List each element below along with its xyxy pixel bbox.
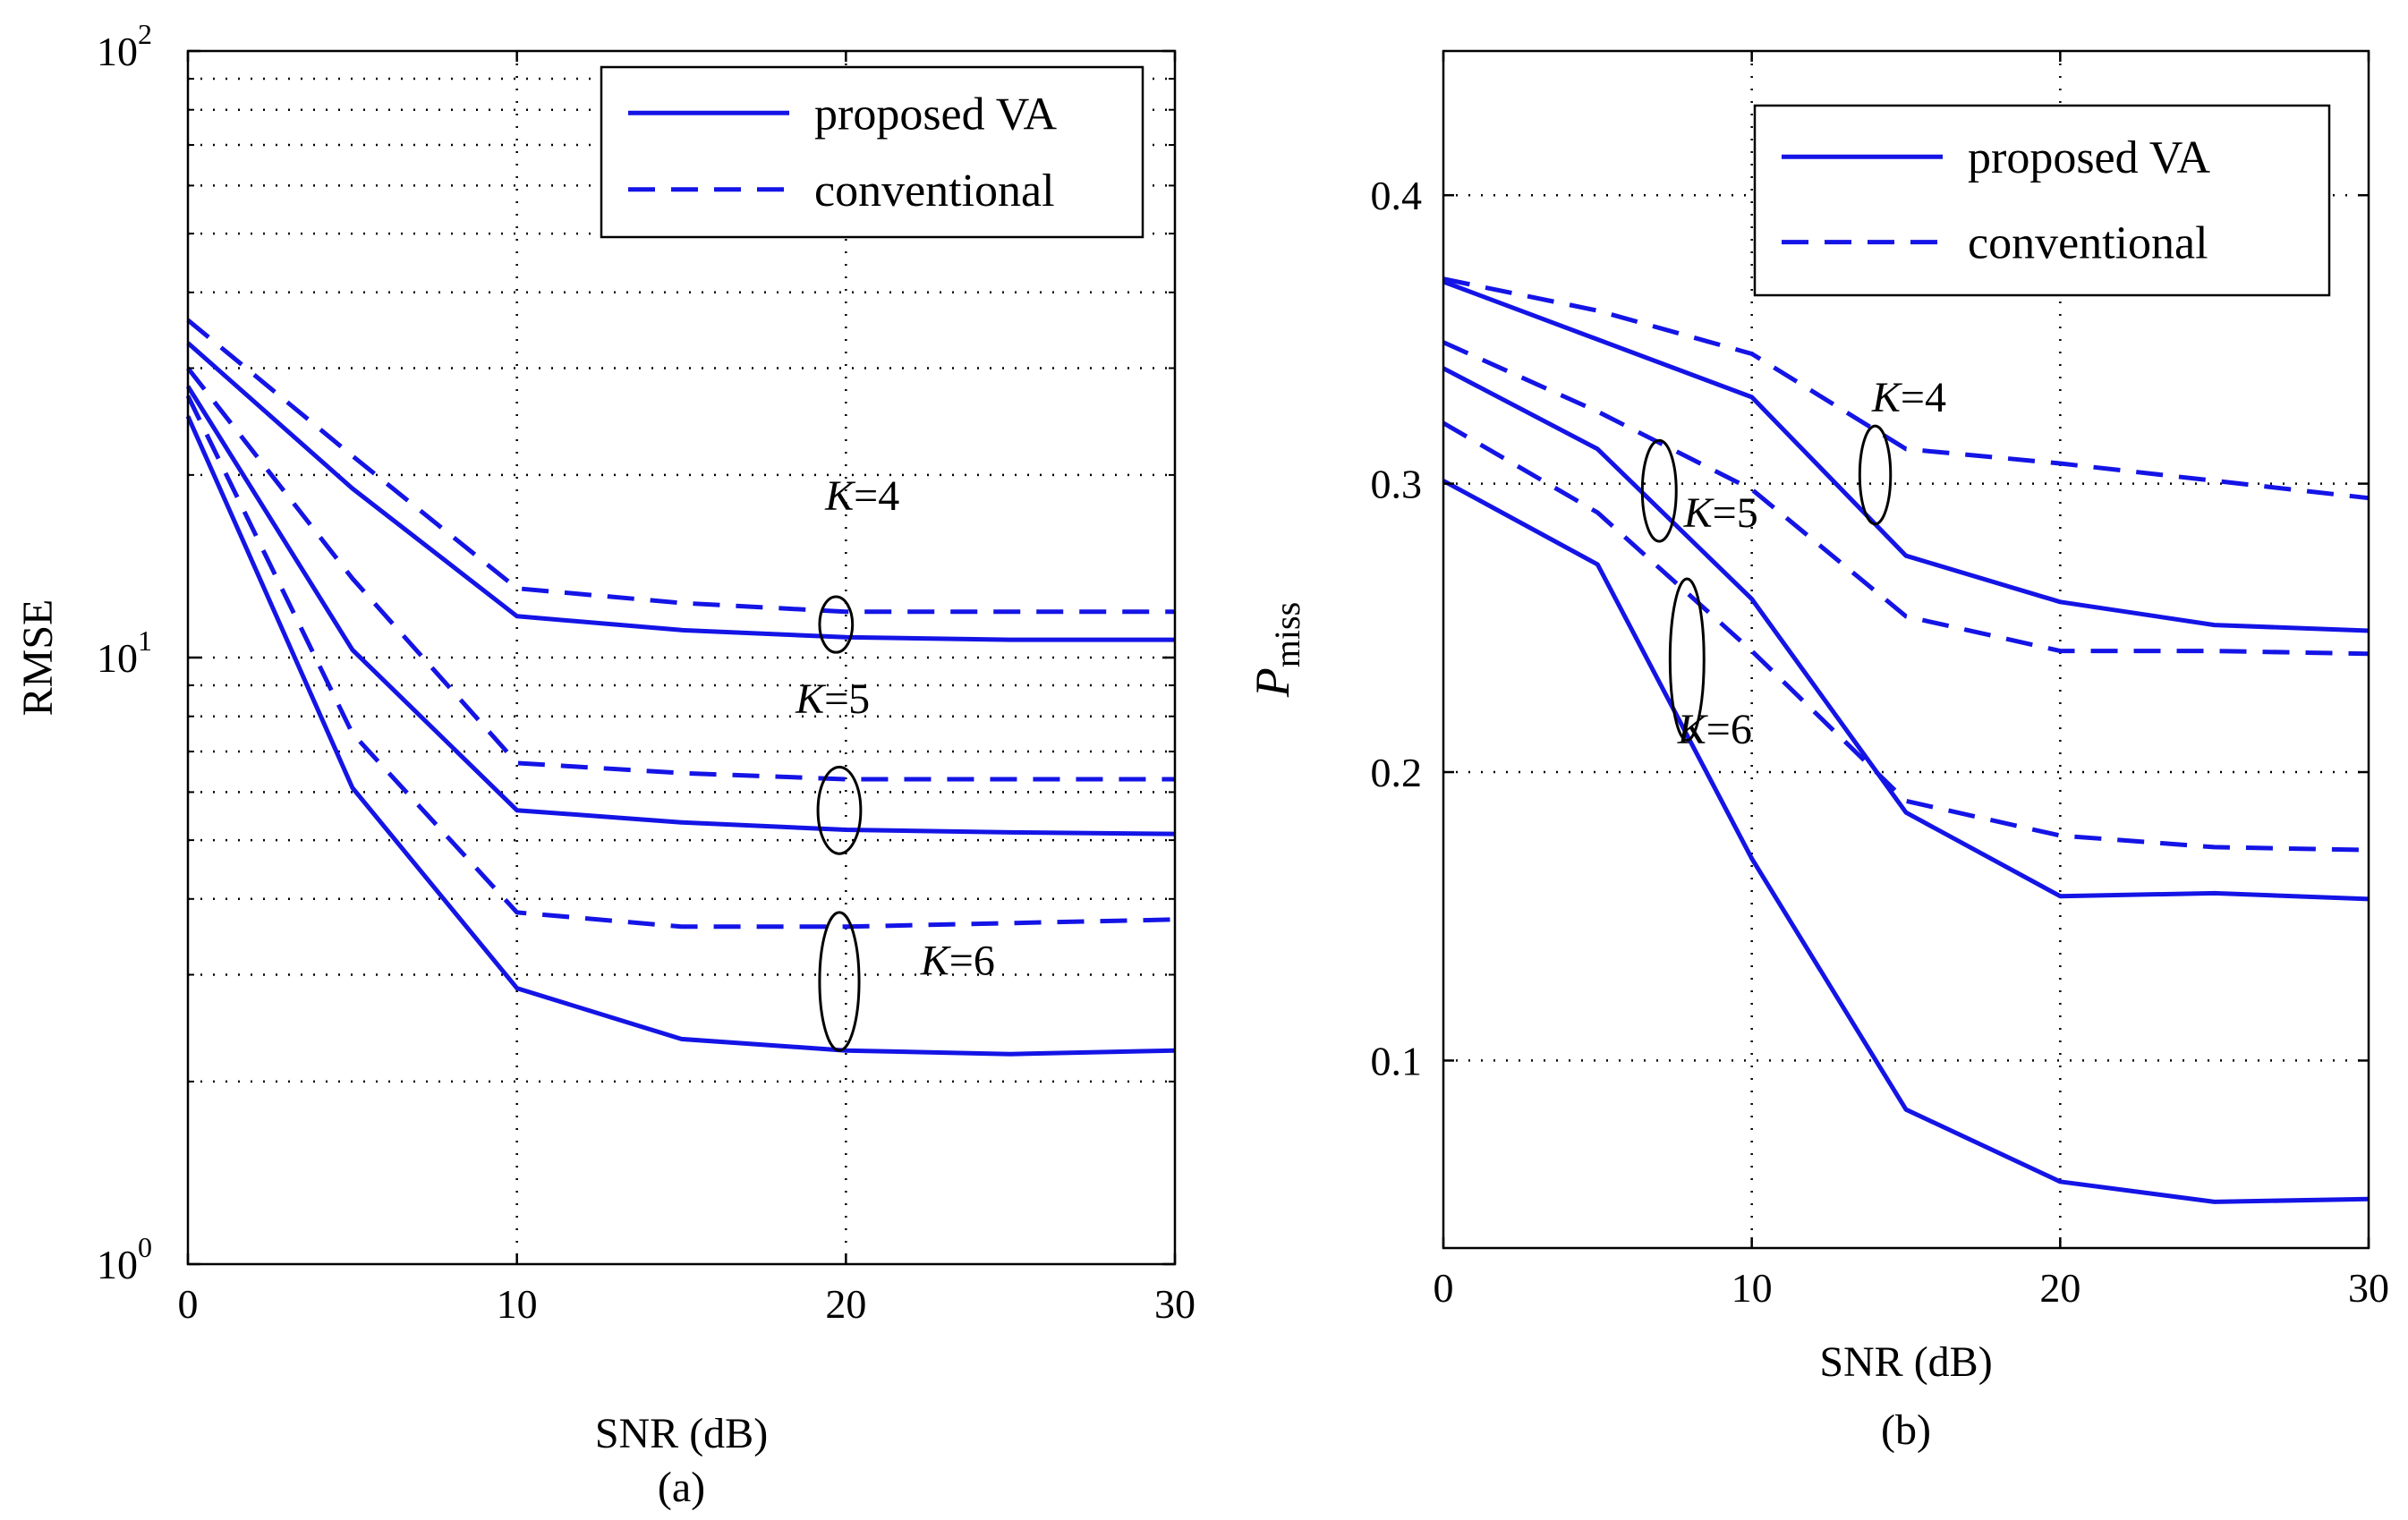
panel-a-annotations: K=4K=5K=6: [795, 472, 995, 1052]
x-tick-label: 30: [2348, 1265, 2389, 1311]
group-ellipse: [816, 765, 863, 855]
x-tick-label: 10: [497, 1281, 538, 1327]
k-symbol: K: [795, 675, 827, 723]
panel-a-legend: proposed VA conventional: [600, 65, 1144, 239]
x-tick-label: 0: [1434, 1265, 1454, 1311]
proposed-series-line: [1442, 366, 2370, 902]
k-annotation-label: K=5: [1683, 489, 1758, 537]
k-annotation-label: K=5: [795, 675, 870, 723]
panel-b-x-axis-label: SNR (dB): [1819, 1338, 1992, 1386]
x-tick-label: 0: [178, 1281, 199, 1327]
panel-b-axes-frame: [1442, 49, 2370, 1250]
panel-a-series: [185, 318, 1176, 1057]
k-value: =5: [1713, 489, 1758, 537]
group-ellipse: [1668, 577, 1706, 743]
legend-label-conventional: conventional: [814, 166, 1055, 217]
panel-a-caption: (a): [658, 1464, 705, 1511]
x-tick-label: 10: [1732, 1265, 1773, 1311]
k-annotation-label: K=6: [920, 938, 995, 985]
y-tick-label: 0.2: [1371, 750, 1423, 795]
y-tick-label: 102: [97, 18, 152, 74]
proposed-series-line: [186, 341, 1175, 642]
y-tick-exponent: 1: [138, 624, 152, 657]
k-symbol: K: [1677, 706, 1709, 753]
group-ellipse: [818, 595, 855, 654]
legend-label-conventional: conventional: [1968, 218, 2208, 269]
x-tick-label: 20: [2039, 1265, 2080, 1311]
k-symbol: K: [1683, 489, 1715, 537]
k-annotation-label: K=4: [824, 472, 899, 520]
k-annotation-label: K=6: [1677, 706, 1752, 753]
legend-label-proposed: proposed VA: [814, 89, 1058, 140]
y-tick-exponent: 0: [138, 1231, 152, 1263]
k-value: =4: [1901, 374, 1946, 421]
y-tick-label: 0.1: [1371, 1038, 1423, 1083]
conventional-series-line: [185, 395, 1176, 930]
k-value: =5: [824, 675, 870, 723]
k-value: =6: [1706, 706, 1752, 753]
conventional-series-line: [1442, 420, 2370, 853]
y-tick-base: 10: [97, 29, 138, 74]
panel-a-legend-box: [600, 65, 1144, 239]
proposed-series-line: [185, 415, 1176, 1057]
x-tick-label: 30: [1154, 1281, 1195, 1327]
conventional-series-line: [1442, 340, 2370, 657]
y-tick-label: 100: [97, 1231, 152, 1287]
panel-b-pmiss: K=4K=5K=6 0 10 20 300.10.20.30.4 proposed V…: [1246, 49, 2389, 1454]
y-tick-label: 0.4: [1371, 173, 1423, 218]
panel-b-y-label-symbol: P: [1246, 667, 1299, 698]
y-tick-exponent: 2: [138, 18, 152, 50]
proposed-series-line: [1442, 479, 2370, 1204]
y-tick-label: 101: [97, 624, 152, 681]
y-tick-label: 0.3: [1371, 462, 1423, 507]
panel-a-x-axis-label: SNR (dB): [595, 1410, 768, 1457]
panel-b-ticks: 0 10 20 30 0.1 0.2 0.3 0.4: [1371, 51, 2389, 1311]
panel-b-annotations: K=4K=5K=6: [1640, 374, 1946, 753]
k-symbol: K: [824, 472, 856, 520]
panel-a-y-axis-label: RMSE: [14, 599, 62, 717]
group-ellipse: [1640, 438, 1678, 543]
k-symbol: K: [920, 938, 952, 985]
proposed-series-line: [185, 385, 1176, 836]
panel-b-y-axis-label: Pmiss: [1246, 602, 1307, 698]
legend-label-proposed: proposed VA: [1968, 132, 2211, 183]
k-value: =4: [854, 472, 899, 520]
panel-b-legend: proposed VA conventional: [1753, 104, 2331, 297]
group-ellipse: [1858, 424, 1893, 526]
panel-b-series: [1442, 276, 2370, 1204]
k-symbol: K: [1871, 374, 1903, 421]
group-ellipse: [818, 911, 861, 1052]
conventional-series-line: [186, 318, 1175, 615]
conventional-series-line: [1442, 276, 2370, 501]
panel-b-caption: (b): [1881, 1406, 1931, 1454]
panel-b-legend-box: [1753, 104, 2331, 297]
y-tick-base: 10: [97, 635, 138, 681]
x-tick-label: 20: [825, 1281, 866, 1327]
conventional-series-line: [186, 366, 1175, 782]
k-value: =6: [949, 938, 995, 985]
k-annotation-label: K=4: [1871, 374, 1946, 421]
proposed-series-line: [1442, 279, 2370, 633]
y-tick-base: 10: [97, 1242, 138, 1287]
panel-b-y-label-subscript: miss: [1267, 602, 1307, 667]
panel-a-grid: [188, 51, 1175, 1264]
